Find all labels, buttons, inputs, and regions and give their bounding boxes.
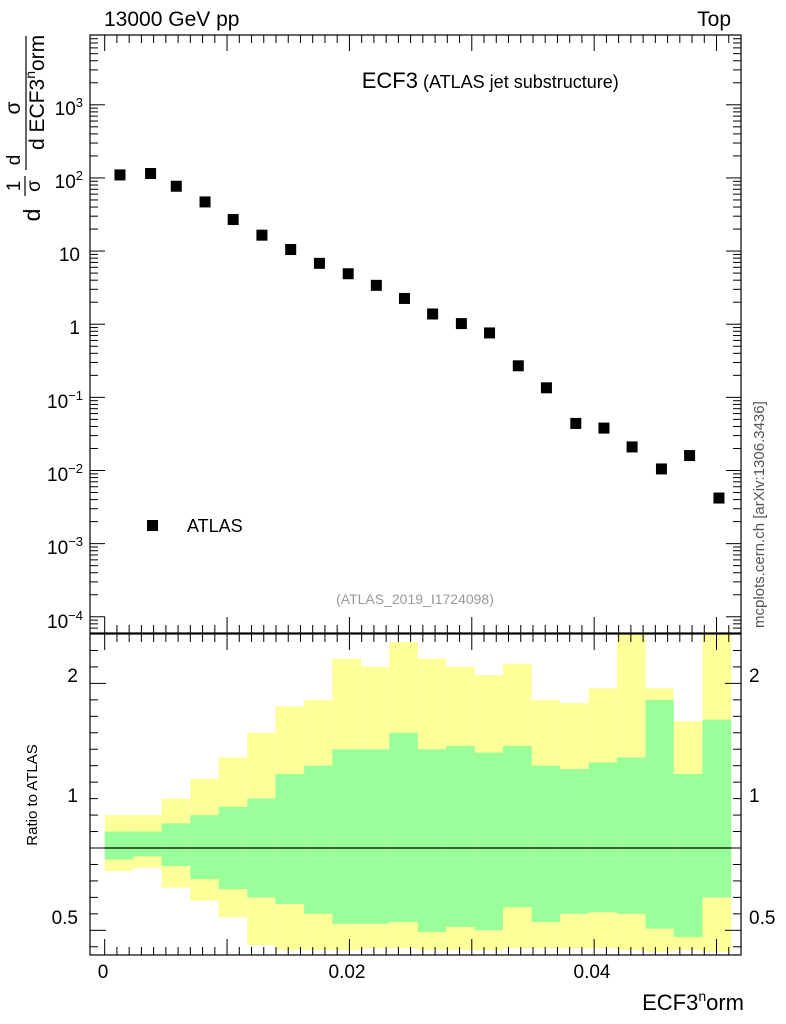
data-point-15 [540,382,552,394]
ratio-band-inner-bin-20 [673,773,703,937]
ytick-label-1e-4: 10−4 [47,608,83,633]
main-y-tick-labels: 10−4 10−3 10−2 10−1 1 10 102 103 [47,95,83,633]
data-point-0 [114,169,126,181]
data-point-12 [455,318,467,330]
data-point-2 [170,180,182,192]
axis-ticks [90,34,741,955]
legend-label-atlas: ATLAS [187,516,243,536]
header-process-label: Top [697,8,731,31]
data-point-8 [342,268,354,280]
chart-subtitle: (ATLAS jet substructure) [423,72,619,92]
ratio-band-inner-bin-3 [190,815,219,880]
xtick-label-0.04: 0.04 [574,962,611,983]
ytick-label-1e-3: 10−3 [47,534,83,559]
data-point-17 [598,422,610,434]
main-plot-frame [89,34,742,634]
ratio-ytick-right-2: 2 [749,666,760,687]
legend-marker-atlas [147,520,158,531]
ratio-ytick-left-1: 1 [67,786,78,807]
ratio-band-inner-bin-13 [474,752,503,931]
x-axis-label: ECF3norm [642,988,744,1015]
ratio-ytick-right-0.5: 0.5 [749,908,775,929]
ratio-ytick-left-2: 2 [67,666,78,687]
ylabel-sigma-1: σ [24,180,45,192]
data-point-16 [570,417,582,429]
ratio-ytick-right-1: 1 [749,786,760,807]
data-point-7 [313,257,325,269]
ratio-band-inner-bin-21 [702,719,732,898]
ratio-plot-frame [89,633,742,956]
ratio-band-inner-bin-18 [616,757,646,914]
ytick-label-1: 1 [69,318,80,339]
ylabel-d-1: d [19,209,45,222]
ytick-label-10: 10 [59,245,80,266]
ratio-band-inner-bin-6 [275,773,305,904]
ratio-band-inner-bin-19 [645,699,674,929]
data-point-11 [427,308,439,320]
data-point-20 [684,450,696,462]
data-point-19 [655,463,667,475]
data-markers [114,167,725,504]
data-point-21 [713,492,725,504]
data-point-5 [256,229,268,241]
ytick-label-1e-2: 10−2 [47,461,83,486]
xtick-label-0: 0 [98,962,109,983]
ratio-y-axis-label: Ratio to ATLAS [24,744,41,845]
ratio-band-inner-bin-9 [361,749,390,924]
ylabel-d-2: d [4,155,25,166]
analysis-id-watermark: (ATLAS_2019_I1724098) [336,591,494,607]
data-point-10 [398,292,410,304]
ytick-label-1e2: 102 [55,168,83,193]
side-source-label: mcplots.cern.ch [arXiv:1306.3436] [751,401,768,628]
ylabel-sigma-2: σ [2,101,25,114]
ratio-band-inner-bin-2 [161,823,191,867]
ratio-band-inner-bin-0 [104,831,134,860]
ratio-band-inner-bin-12 [446,745,475,928]
data-point-4 [227,214,239,226]
chart-title: ECF3 [362,68,418,93]
ratio-band-inner-bin-15 [531,765,560,923]
ratio-band-inner-bin-10 [389,732,418,923]
data-point-14 [512,360,524,372]
ratio-band-inner-bin-1 [133,831,162,857]
main-y-axis-label: d 1 σ d σ d ECF3norm [2,35,49,222]
ytick-label-1e3: 103 [55,95,83,120]
ratio-band-inner-bin-8 [332,749,362,924]
ratio-band-inner-bin-7 [304,765,333,914]
data-point-18 [626,441,638,453]
ytick-label-1e-1: 10−1 [47,388,83,413]
header-energy-label: 13000 GeV pp [104,8,240,31]
ratio-band-inner-bin-11 [417,749,447,932]
ratio-band-inner-bin-17 [588,762,617,913]
data-point-6 [285,244,297,256]
data-point-13 [484,327,496,339]
ratio-bands [104,634,732,952]
data-point-1 [145,167,157,179]
ratio-ytick-left-0.5: 0.5 [52,908,78,929]
ratio-band-inner-bin-14 [502,745,532,908]
xtick-label-0.02: 0.02 [329,962,366,983]
ylabel-one: 1 [4,181,25,192]
ylabel-ecf3: d ECF3norm [22,35,49,150]
data-point-3 [199,196,211,208]
data-point-9 [370,279,382,291]
ratio-band-inner-bin-16 [559,768,589,914]
